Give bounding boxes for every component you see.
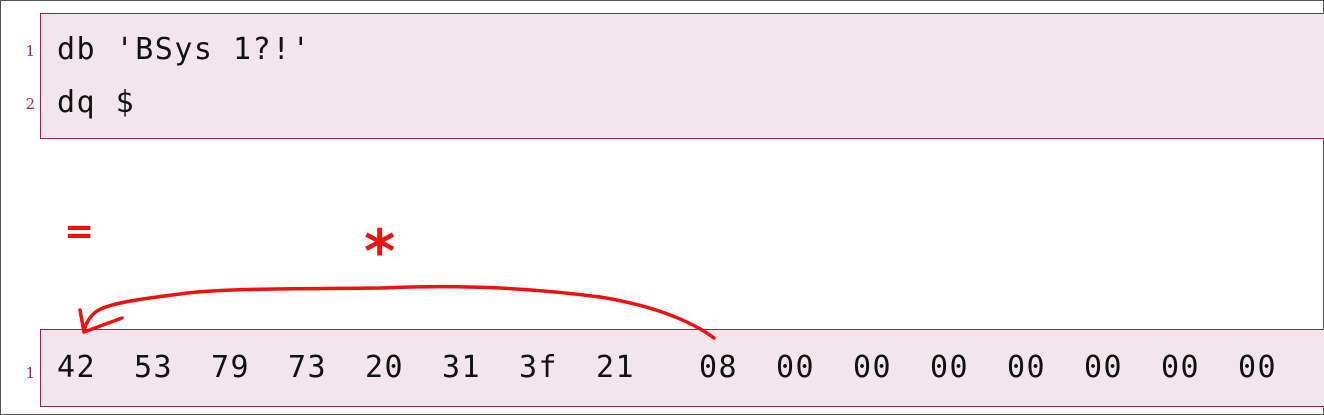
hex-byte: 31 [442, 350, 482, 385]
hex-byte: 20 [365, 350, 405, 385]
hex-line: 1 42 53 79 73 20 31 3f 21 08 00 00 00 00 00 00 00 [25, 342, 1324, 390]
hex-byte: 21 [596, 350, 636, 385]
hex-byte: 00 [853, 350, 893, 385]
hex-byte: 00 [1161, 350, 1201, 385]
line-number: 1 [25, 364, 35, 382]
hex-byte: 79 [211, 350, 251, 385]
hex-byte: 00 [776, 350, 816, 385]
hex-byte: 53 [134, 350, 174, 385]
hex-byte: 00 [930, 350, 970, 385]
hex-byte-row: 42 53 79 73 20 31 3f 21 08 00 00 00 00 00 00 00 [57, 350, 1297, 390]
hex-byte: 73 [288, 350, 328, 385]
hex-byte: 00 [1238, 350, 1278, 385]
hex-byte: 3f [519, 350, 559, 385]
line-number: 2 [25, 95, 35, 113]
source-line: 2 dq $ [25, 77, 1324, 125]
hex-byte: 00 [1007, 350, 1047, 385]
hex-byte: 42 [57, 350, 97, 385]
source-line: 1 db 'BSys 1?!' [25, 24, 1324, 72]
source-code-text: db 'BSys 1?!' [57, 32, 312, 67]
assembly-source-listing: 1 db 'BSys 1?!' 2 dq $ [25, 13, 1324, 139]
hex-byte: 00 [1084, 350, 1124, 385]
line-number: 1 [25, 42, 35, 60]
hex-dump-listing: 1 42 53 79 73 20 31 3f 21 08 00 00 00 00 00 00 00 [25, 329, 1324, 407]
source-code-text: dq $ [57, 85, 136, 120]
hex-byte: 08 [699, 350, 739, 385]
